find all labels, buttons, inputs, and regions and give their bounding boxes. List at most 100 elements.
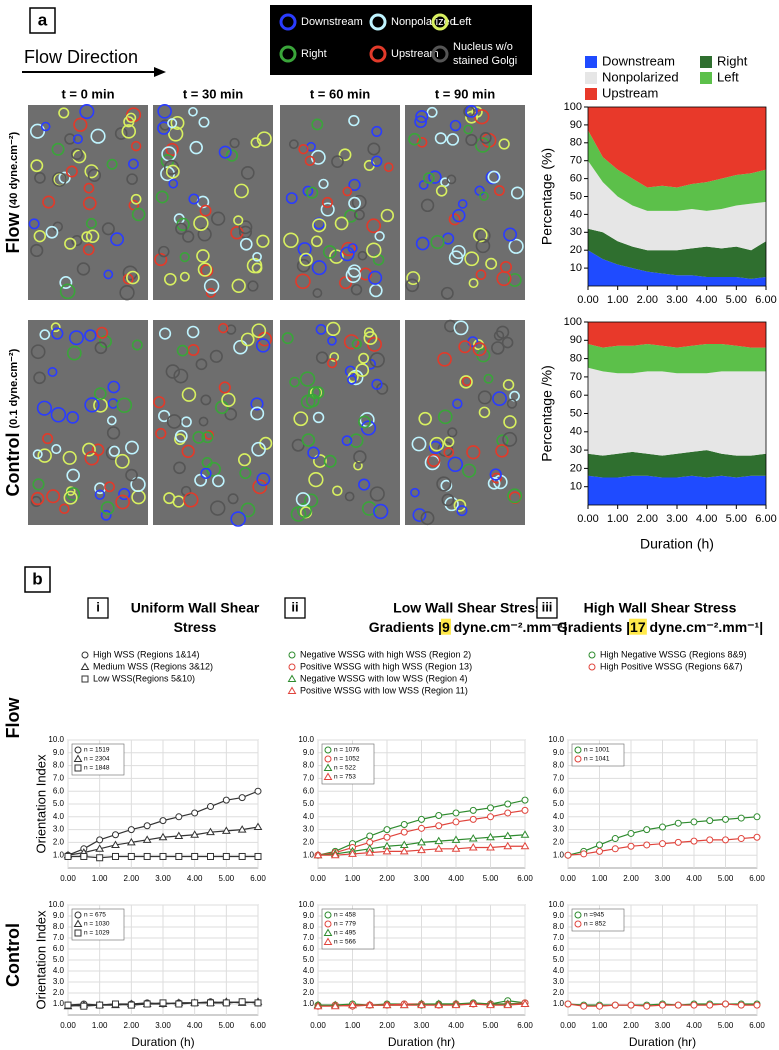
- cell: [87, 168, 102, 182]
- cell: [441, 493, 455, 507]
- y-tick-label: 6.0: [553, 786, 565, 795]
- n-label: n = 458: [334, 912, 356, 919]
- cell: [366, 242, 382, 258]
- golgi-legend-box: [270, 5, 532, 75]
- cell: [196, 249, 210, 263]
- y-tick-label: 20: [570, 462, 582, 474]
- cell: [447, 456, 464, 473]
- data-point: [348, 849, 357, 857]
- cell: [251, 441, 266, 457]
- data-point: [469, 806, 477, 814]
- x-axis-title: Duration (hr): [629, 1035, 696, 1049]
- cell: [443, 447, 455, 458]
- data-point: [520, 830, 530, 838]
- y-tick-label: 7.0: [53, 933, 65, 942]
- y-tick-label: 4.0: [553, 966, 565, 975]
- cell: [408, 132, 421, 146]
- title-part: dyne.cm⁻².mm⁻¹|: [450, 619, 568, 635]
- cell: [415, 236, 430, 251]
- y-tick-label: 8.0: [553, 922, 565, 931]
- data-point: [564, 851, 572, 859]
- y-tick-label: 60: [570, 389, 582, 401]
- legend-label: Downstream: [301, 16, 363, 28]
- data-point: [503, 831, 513, 839]
- cell: [503, 227, 518, 242]
- cell: [331, 155, 344, 168]
- y-tick-label: 3.0: [53, 825, 65, 834]
- data-point: [753, 813, 761, 821]
- data-point: [191, 852, 199, 860]
- inset-marker: [324, 746, 332, 754]
- y-tick-label: 9.0: [53, 748, 65, 757]
- cell: [493, 185, 505, 196]
- cell: [126, 173, 138, 185]
- data-point: [627, 1001, 635, 1009]
- cell: [158, 327, 172, 340]
- data-point: [659, 823, 666, 831]
- data-point: [737, 835, 745, 843]
- cell: [311, 118, 324, 131]
- x-axis-title: Duration (h): [131, 1035, 194, 1049]
- cell: [358, 478, 371, 491]
- x-tick-label: 2.00: [379, 1021, 395, 1030]
- inset-box: [571, 908, 625, 932]
- data-point: [238, 998, 246, 1006]
- cell: [73, 117, 88, 132]
- cell: [459, 375, 473, 389]
- cell: [118, 487, 131, 501]
- cell: [188, 193, 200, 205]
- cell: [30, 344, 46, 360]
- cell: [165, 364, 181, 379]
- cell: [465, 105, 478, 118]
- cell: [66, 487, 81, 501]
- cell: [90, 128, 106, 144]
- data-point: [96, 854, 104, 862]
- data-point: [706, 817, 714, 825]
- cell: [358, 352, 370, 364]
- cell: [211, 211, 226, 226]
- cell: [374, 231, 385, 242]
- time-label: t = 0 min: [61, 86, 114, 101]
- y-tick-label: 9.0: [553, 748, 565, 757]
- cell: [170, 115, 185, 130]
- cell: [33, 371, 46, 385]
- cell: [225, 149, 239, 162]
- legend-label: Low WSS(Regions 5&10): [93, 673, 195, 683]
- y-tick-label: 30: [570, 226, 582, 238]
- y-tick-label: 5.0: [53, 955, 65, 964]
- cell: [360, 420, 377, 436]
- cell: [357, 250, 368, 261]
- cell: [186, 325, 200, 339]
- cell: [353, 209, 365, 221]
- cell: [452, 398, 463, 409]
- cell: [311, 260, 327, 276]
- time-label: t = 90 min: [435, 86, 495, 101]
- cell: [344, 209, 358, 223]
- cell: [307, 446, 320, 460]
- data-point: [313, 1001, 323, 1010]
- y-tick-label: 40: [570, 208, 582, 220]
- area: [588, 228, 766, 279]
- legend-label: Left: [453, 16, 471, 28]
- legend-marker: [588, 651, 596, 659]
- x-tick-label: 3.00: [155, 1021, 171, 1030]
- data-point: [383, 826, 391, 834]
- y-tick-label: 4.0: [53, 966, 65, 975]
- y-tick-label: 90: [570, 334, 582, 346]
- data-point: [143, 1000, 151, 1008]
- inset-marker: [74, 746, 82, 754]
- cell: [227, 493, 239, 505]
- x-tick-label: 5.00: [219, 1021, 235, 1030]
- n-label: n = 1001: [584, 747, 610, 754]
- cell: [349, 433, 364, 448]
- cell: [491, 341, 505, 355]
- cell: [173, 461, 186, 475]
- x-tick-label: 1.00: [92, 874, 108, 883]
- cell: [507, 273, 522, 287]
- data-point: [690, 818, 698, 826]
- cell: [50, 322, 61, 333]
- data-point: [468, 843, 478, 851]
- data-point: [753, 833, 761, 841]
- x-tick-label: 5.00: [718, 874, 734, 883]
